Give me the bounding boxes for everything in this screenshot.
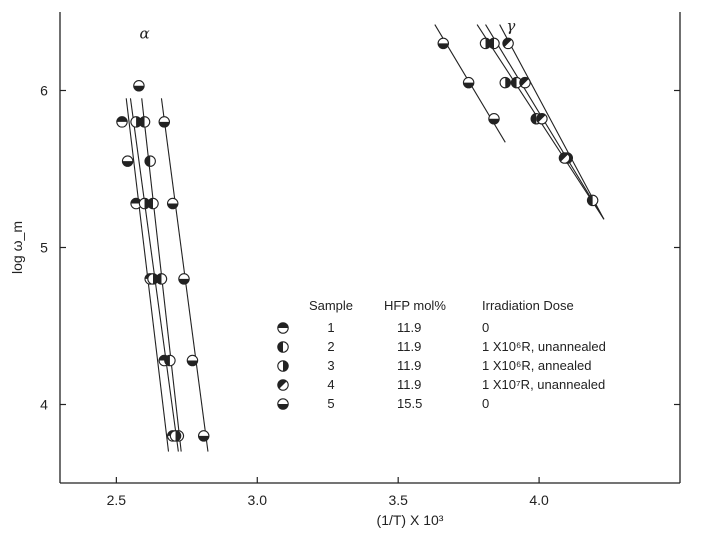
legend-hfp-3: 11.9 [397, 358, 421, 373]
legend-hfp-2: 11.9 [397, 339, 421, 354]
data-point-sample-2 [164, 354, 176, 367]
data-point-sample-4 [536, 113, 548, 125]
data-point-sample-3 [499, 76, 512, 89]
data-point-sample-4 [502, 37, 514, 50]
data-point-sample-3 [169, 430, 182, 442]
data-point-sample-1-fill [130, 198, 142, 204]
data-point-sample-4-fill [559, 152, 569, 162]
y-tick-label: 6 [40, 83, 48, 99]
legend-hfp-5: 15.5 [397, 396, 422, 411]
legend-marker-5 [277, 398, 289, 410]
data-point-sample-4-fill [536, 113, 546, 123]
legend-hfp-4: 11.9 [397, 377, 421, 392]
data-point-sample-3-fill [505, 77, 511, 88]
data-point-sample-2 [586, 194, 599, 207]
legend-dose-1: 0 [482, 320, 489, 335]
x-tick-label: 2.5 [107, 492, 127, 508]
data-point-sample-5 [462, 76, 475, 89]
legend-marker-2 [277, 341, 289, 353]
fit-line-gamma [499, 24, 605, 220]
data-point-sample-2-fill [587, 195, 593, 206]
data-point-sample-5 [133, 80, 145, 92]
legend-marker-4-fill [277, 379, 287, 389]
legend-marker-5-fill [277, 404, 289, 410]
data-point-sample-5 [178, 273, 190, 285]
data-point-sample-3 [130, 116, 142, 128]
legend-dose-3: 1 X10⁶R, annealed [482, 358, 591, 373]
legend-marker-1 [277, 322, 289, 334]
y-tick-label: 5 [40, 240, 48, 256]
data-point-sample-5-fill [488, 118, 500, 124]
data-point-sample-5 [197, 430, 210, 442]
data-point-sample-1-fill [116, 116, 128, 122]
data-point-sample-2-fill [511, 77, 517, 88]
x-tick-label: 3.0 [248, 492, 268, 508]
data-point-sample-2-fill [144, 155, 151, 167]
legend-header-sample: Sample [309, 298, 353, 313]
y-axis-label: log ω_m [9, 221, 25, 274]
data-point-sample-3-fill [136, 116, 142, 128]
data-point-sample-5-fill [198, 435, 209, 442]
legend-dose-4: 1 X10⁷R, unannealed [482, 377, 605, 392]
data-points [116, 37, 599, 442]
data-point-sample-3 [479, 37, 492, 50]
data-point-sample-3 [138, 197, 151, 210]
legend-sample-3: 3 [327, 358, 334, 373]
data-point-sample-5 [121, 155, 134, 167]
legend-header-dose: Irradiation Dose [482, 298, 574, 313]
legend-sample-2: 2 [327, 339, 334, 354]
legend-marker-3 [277, 360, 289, 372]
data-point-sample-5-fill [438, 43, 449, 49]
plot-frame [59, 12, 681, 484]
data-point-sample-4 [519, 76, 531, 89]
data-point-sample-3-fill [175, 430, 181, 442]
data-point-sample-5 [437, 37, 450, 50]
data-point-sample-5 [158, 116, 171, 128]
data-point-sample-5-fill [463, 82, 474, 88]
data-point-sample-5 [166, 197, 179, 210]
data-point-sample-5-fill [187, 360, 198, 366]
data-point-sample-2-fill [164, 355, 170, 366]
data-point-sample-5-fill [122, 161, 133, 167]
x-tick-label: 3.5 [388, 492, 408, 508]
legend: Sample HFP mol% Irradiation Dose 1 11.9 0 2… [277, 298, 606, 411]
data-point-sample-1 [130, 197, 142, 210]
legend-marker-4 [277, 379, 289, 391]
data-point-sample-2 [144, 155, 156, 167]
legend-dose-5: 0 [482, 396, 489, 411]
data-point-sample-1 [116, 116, 128, 128]
data-point-sample-5-fill [167, 203, 178, 209]
panel-label-alpha: α [139, 25, 149, 43]
y-tick-label: 4 [40, 397, 48, 413]
legend-sample-5: 5 [327, 396, 334, 411]
legend-header-hfp: HFP mol% [384, 298, 446, 313]
data-point-sample-3 [147, 273, 159, 285]
legend-marker-3-fill [283, 360, 289, 372]
legend-sample-4: 4 [327, 377, 334, 392]
data-point-sample-3-fill [485, 38, 491, 49]
legend-rows: 1 11.9 0 2 11.9 1 X10⁶R, unannealed 3 11.9 1 X10… [277, 320, 606, 411]
x-axis-label: (1/T) X 10³ [377, 512, 444, 528]
data-point-sample-4-fill [502, 38, 512, 48]
data-point-sample-4-fill [519, 77, 529, 87]
data-point-sample-3-fill [153, 273, 159, 285]
data-point-sample-5 [186, 354, 199, 367]
data-point-sample-5-fill [178, 278, 190, 285]
legend-marker-2-fill [277, 341, 283, 353]
axis-ticks: 2.5 3.0 3.5 4.0 4 5 6 [40, 83, 680, 508]
data-point-sample-5-fill [133, 85, 145, 91]
data-point-sample-3-fill [144, 198, 150, 209]
data-point-sample-4 [558, 152, 571, 164]
data-point-sample-5-fill [159, 121, 170, 128]
data-point-sample-5 [488, 113, 500, 125]
x-tick-label: 4.0 [529, 492, 549, 508]
legend-dose-2: 1 X10⁶R, unannealed [482, 339, 606, 354]
panel-label-gamma: γ [506, 17, 515, 35]
legend-hfp-1: 11.9 [397, 320, 421, 335]
legend-marker-1-fill [277, 322, 289, 328]
data-point-sample-2-fill [531, 113, 537, 124]
legend-sample-1: 1 [327, 320, 334, 335]
